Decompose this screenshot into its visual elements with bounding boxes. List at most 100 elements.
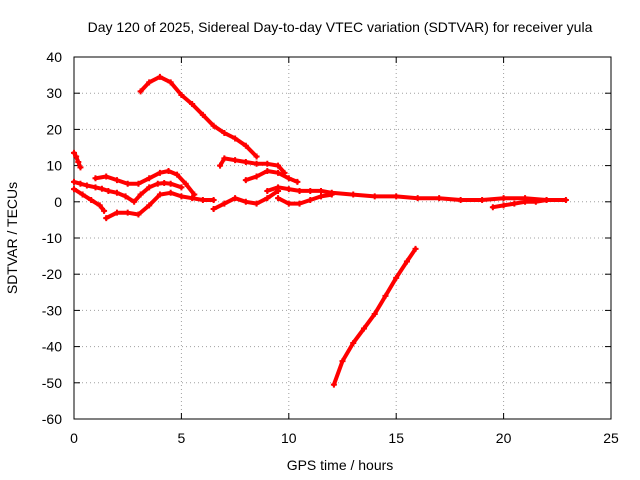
data-point xyxy=(532,198,539,205)
data-point xyxy=(242,142,249,149)
data-point xyxy=(522,198,529,205)
data-point xyxy=(189,101,196,108)
data-point xyxy=(178,184,185,191)
y-tick-label: -50 xyxy=(42,375,62,391)
data-point xyxy=(232,157,239,164)
data-point xyxy=(511,200,518,207)
y-tick-label: -20 xyxy=(42,266,62,282)
data-point xyxy=(146,175,153,182)
data-point xyxy=(275,195,282,202)
x-tick-label: 10 xyxy=(281,430,297,446)
x-tick-label: 20 xyxy=(496,430,512,446)
data-point xyxy=(242,158,249,165)
data-point xyxy=(73,153,80,160)
data-point xyxy=(210,196,217,203)
data-point xyxy=(75,158,82,165)
data-point xyxy=(275,162,282,169)
data-point xyxy=(479,196,486,203)
data-point xyxy=(154,180,161,187)
y-tick-label: -40 xyxy=(42,339,62,355)
data-point xyxy=(131,198,138,205)
y-tick-label: 30 xyxy=(46,85,62,101)
data-point xyxy=(285,200,292,207)
data-point xyxy=(105,187,112,194)
y-tick-label: 10 xyxy=(46,158,62,174)
data-point xyxy=(210,122,217,129)
series-arc-10 xyxy=(275,191,335,207)
x-tick-label: 25 xyxy=(603,430,619,446)
data-point xyxy=(199,111,206,118)
data-point xyxy=(182,180,189,187)
data-point xyxy=(92,184,99,191)
series-arc-1 xyxy=(71,149,84,171)
data-point xyxy=(500,202,507,209)
data-point xyxy=(71,149,77,156)
data-point xyxy=(264,187,271,194)
data-point xyxy=(103,215,110,222)
series-line xyxy=(138,74,259,159)
data-point xyxy=(489,204,496,211)
y-tick-labels: -60 -50 -40 -30 -20 -10 0 10 20 30 40 xyxy=(42,49,62,427)
y-tick-label: 40 xyxy=(46,49,62,65)
series-arc-5 xyxy=(103,189,217,222)
series-line xyxy=(72,150,83,170)
data-point xyxy=(221,155,228,162)
data-point xyxy=(178,193,185,200)
data-point xyxy=(167,79,174,86)
data-point xyxy=(71,186,77,193)
data-point xyxy=(165,168,172,175)
data-point xyxy=(500,195,507,202)
data-point xyxy=(264,195,271,202)
data-point xyxy=(101,207,108,214)
data-point xyxy=(98,185,105,192)
data-point xyxy=(232,195,239,202)
data-point xyxy=(137,88,144,95)
data-point xyxy=(264,168,271,175)
data-point xyxy=(221,130,228,137)
data-point xyxy=(412,245,419,252)
data-point xyxy=(77,180,84,187)
series-arc-7 xyxy=(210,187,282,213)
data-point xyxy=(174,171,181,178)
data-point xyxy=(221,200,228,207)
data-series xyxy=(71,73,569,388)
data-point xyxy=(135,211,142,218)
data-point xyxy=(275,184,282,191)
y-tick-label: -10 xyxy=(42,230,62,246)
data-point xyxy=(83,182,90,189)
y-tick-label: 0 xyxy=(54,194,62,210)
axis-ticks xyxy=(73,56,612,420)
series-arc-2 xyxy=(71,178,185,205)
data-point xyxy=(167,180,174,187)
data-point xyxy=(371,311,378,318)
x-axis-label: GPS time / hours xyxy=(287,457,394,473)
data-point xyxy=(360,325,367,332)
data-point xyxy=(275,169,282,176)
data-point xyxy=(113,177,120,184)
data-point xyxy=(146,79,153,86)
x-tick-label: 0 xyxy=(70,430,78,446)
data-point xyxy=(296,187,303,194)
y-tick-label: -60 xyxy=(42,411,62,427)
data-point xyxy=(156,169,163,176)
data-point xyxy=(210,206,217,213)
data-point xyxy=(318,193,325,200)
data-point xyxy=(253,173,260,180)
x-tick-labels: 0 5 10 15 20 25 xyxy=(70,430,619,446)
data-point xyxy=(330,381,337,388)
data-point xyxy=(189,195,196,202)
data-point xyxy=(217,162,224,169)
data-point xyxy=(146,202,153,209)
data-point xyxy=(253,153,260,160)
series-arc-3 xyxy=(71,186,108,214)
data-point xyxy=(124,180,131,187)
data-point xyxy=(71,178,77,185)
data-point xyxy=(350,339,357,346)
data-point xyxy=(113,209,120,216)
data-point xyxy=(242,177,249,184)
data-point xyxy=(285,175,292,182)
data-point xyxy=(253,200,260,207)
data-point xyxy=(146,184,153,191)
data-point xyxy=(161,179,168,186)
